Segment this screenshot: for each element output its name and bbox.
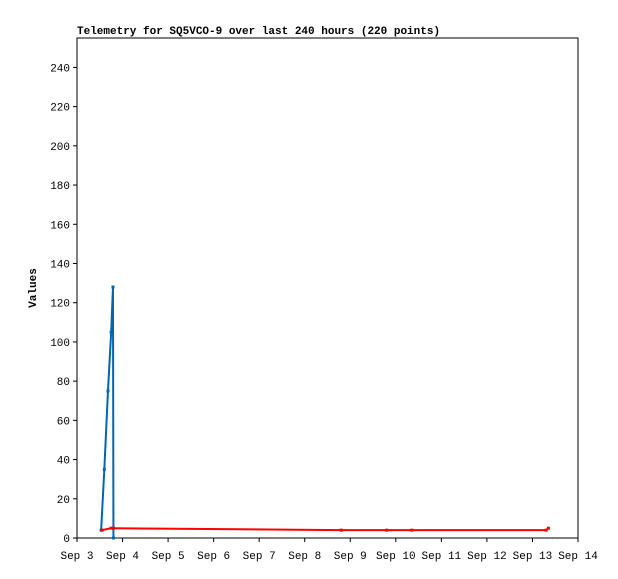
point [544,528,548,532]
x-tick-label: Sep 7 [243,551,276,563]
y-tick-label: 220 [50,103,70,115]
x-tick-label: Sep 10 [376,551,416,563]
y-tick-label: 0 [63,534,70,546]
point [102,467,106,471]
y-tick-label: 240 [50,63,70,75]
y-tick-label: 60 [57,416,70,428]
x-tick-label: Sep 11 [422,551,462,563]
y-tick-label: 80 [57,377,70,389]
point [111,285,115,289]
series-line [100,286,115,539]
y-tick-label: 120 [50,299,70,311]
y-tick-label: 100 [50,338,70,350]
point [546,526,550,530]
x-tick-label: Sep 6 [197,551,230,563]
point [109,330,113,334]
point [106,389,110,393]
x-tick-label: Sep 5 [152,551,185,563]
x-tick-label: Sep 13 [513,551,553,563]
series-line [101,527,550,532]
point [100,528,104,532]
y-tick-label: 160 [50,220,70,232]
point [109,526,113,530]
y-tick-label: 180 [50,181,70,193]
point [111,536,115,540]
x-tick-label: Sep 3 [60,551,93,563]
point [385,528,389,532]
x-tick-label: Sep 4 [106,551,139,563]
x-tick-label: Sep 8 [288,551,321,563]
point [339,528,343,532]
point [111,526,115,530]
x-tick-label: Sep 9 [334,551,367,563]
x-tick-label: Sep 12 [467,551,507,563]
y-tick-label: 200 [50,142,70,154]
y-tick-label: 140 [50,259,70,271]
x-tick-label: Sep 14 [558,551,598,563]
point [410,528,414,532]
chart-title: Telemetry for SQ5VCO-9 over last 240 hou… [77,26,440,38]
y-axis-label: Values [28,268,40,308]
plot-frame [76,37,579,539]
y-tick-label: 20 [57,495,70,507]
y-tick-label: 40 [57,456,70,468]
